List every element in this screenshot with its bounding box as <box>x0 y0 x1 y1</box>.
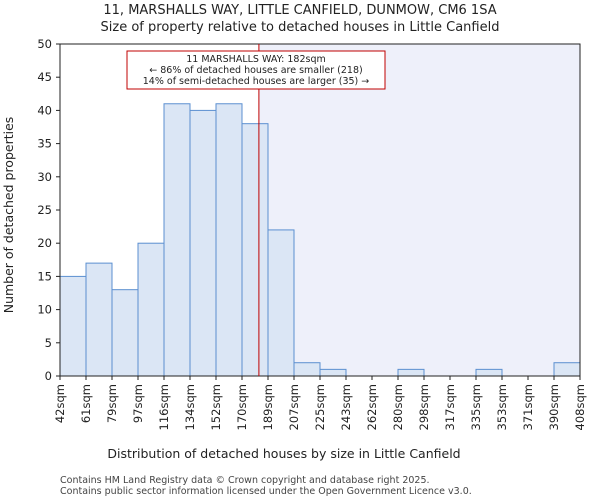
chart-subtitle: Size of property relative to detached ho… <box>101 20 500 35</box>
bar-390sqm <box>553 362 581 377</box>
bar-152sqm <box>215 103 243 377</box>
x-tick-label: 243sqm <box>339 384 353 430</box>
y-tick-label: 5 <box>45 336 52 350</box>
bar-134sqm <box>189 109 217 377</box>
x-tick-label: 42sqm <box>53 384 67 423</box>
x-tick-label: 207sqm <box>287 384 301 430</box>
annotation-box: 11 MARSHALLS WAY: 182sqm ← 86% of detach… <box>126 50 386 90</box>
bar-225sqm <box>319 368 347 377</box>
footer-line-1: Contains HM Land Registry data © Crown c… <box>60 475 430 486</box>
annotation-frame <box>126 50 386 90</box>
bar-170sqm <box>241 123 269 377</box>
y-tick-label: 30 <box>37 170 52 184</box>
y-tick-label: 50 <box>37 37 52 51</box>
chart-title: 11, MARSHALLS WAY, LITTLE CANFIELD, DUNM… <box>103 3 496 18</box>
y-tick-label: 25 <box>37 203 52 217</box>
y-tick-label: 45 <box>37 70 52 84</box>
y-tick-label: 20 <box>37 236 52 250</box>
x-tick-label: 280sqm <box>391 384 405 430</box>
x-tick-label: 134sqm <box>183 384 197 430</box>
x-tick-label: 298sqm <box>417 384 431 430</box>
x-tick-label: 79sqm <box>105 384 119 423</box>
bar-42sqm <box>59 275 87 377</box>
bar-116sqm <box>163 103 191 377</box>
x-tick-label: 61sqm <box>79 384 93 423</box>
bar-189sqm <box>267 229 295 377</box>
annotation-line-3: 14% of semi-detached houses are larger (… <box>143 76 370 87</box>
bar-79sqm <box>111 289 139 377</box>
y-axis-label: Number of detached properties <box>1 117 16 314</box>
x-axis-label: Distribution of detached houses by size … <box>107 446 460 461</box>
x-tick-label: 189sqm <box>261 384 275 430</box>
y-tick-label: 15 <box>37 269 52 283</box>
bars <box>59 103 581 377</box>
y-tick-label: 35 <box>37 137 52 151</box>
y-tick-label: 10 <box>37 303 52 317</box>
x-tick-label: 371sqm <box>521 384 535 430</box>
x-tick-label: 116sqm <box>157 384 171 430</box>
x-tick-label: 262sqm <box>365 384 379 430</box>
x-tick-label: 225sqm <box>313 384 327 430</box>
x-axis: 42sqm 61sqm 79sqm 97sqm 116sqm 134sqm 152sqm 17… <box>53 376 587 430</box>
bar-97sqm <box>137 242 165 377</box>
larger-region-shading <box>258 44 580 376</box>
x-tick-label: 353sqm <box>495 384 509 430</box>
bar-280sqm <box>397 368 425 377</box>
y-axis: 0 5 10 15 20 25 30 35 40 45 50 <box>37 37 60 383</box>
y-tick-label: 40 <box>37 103 52 117</box>
x-tick-label: 97sqm <box>131 384 145 423</box>
x-tick-label: 335sqm <box>469 384 483 430</box>
annotation-line-2: ← 86% of detached houses are smaller (21… <box>149 65 362 76</box>
bar-335sqm <box>475 368 503 377</box>
x-tick-label: 317sqm <box>443 384 457 430</box>
x-tick-label: 152sqm <box>209 384 223 430</box>
y-tick-label: 0 <box>45 369 52 383</box>
bar-207sqm <box>293 362 321 377</box>
footer-line-2: Contains public sector information licen… <box>60 486 472 497</box>
x-tick-label: 170sqm <box>235 384 249 430</box>
annotation-line-1: 11 MARSHALLS WAY: 182sqm <box>186 54 325 65</box>
x-tick-label: 408sqm <box>573 384 587 430</box>
bar-61sqm <box>85 262 113 377</box>
x-tick-label: 390sqm <box>547 384 561 430</box>
